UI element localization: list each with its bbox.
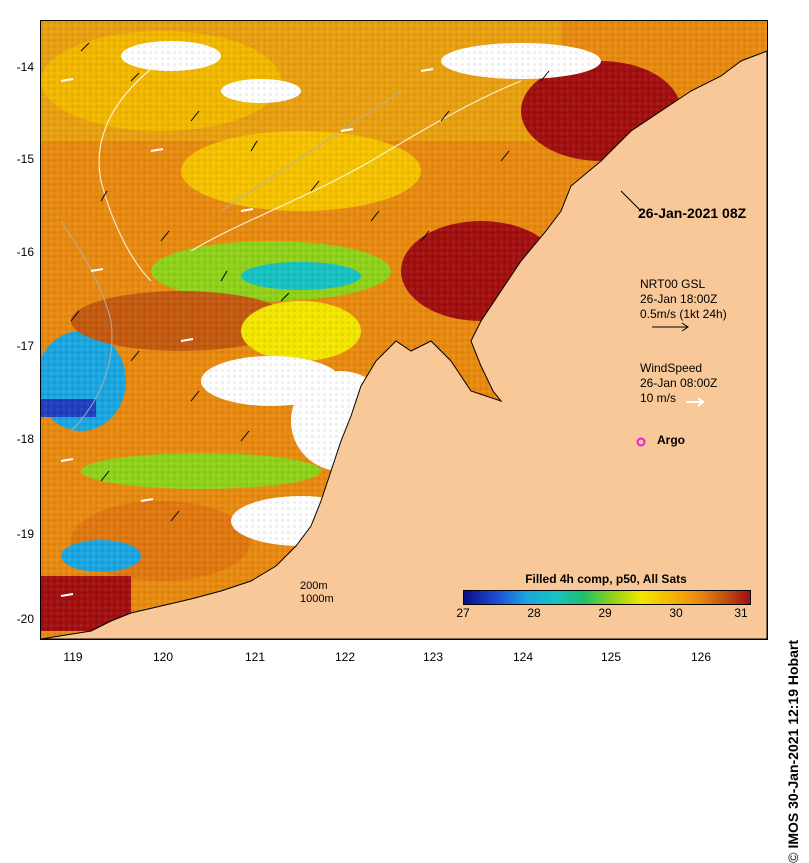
timestamp-pointer: [620, 190, 642, 212]
lon-tick: 121: [244, 650, 266, 664]
sst-map: [41, 21, 767, 639]
lon-tick: 123: [422, 650, 444, 664]
credit-text: © IMOS 30-Jan-2021 12:19 Hobart: [785, 640, 801, 863]
lon-tick: 124: [512, 650, 534, 664]
wind-legend-line2: 26-Jan 08:00Z: [640, 376, 718, 390]
wind-legend: WindSpeed 26-Jan 08:00Z 10 m/s: [640, 361, 717, 406]
lon-tick: 126: [690, 650, 712, 664]
sst-colorbar: [463, 590, 751, 605]
copyright-symbol: ©: [785, 852, 801, 863]
colorbar-tick: 30: [669, 606, 683, 620]
lat-tick: -17: [16, 339, 34, 353]
lon-tick: 120: [152, 650, 174, 664]
current-vectors: [70, 42, 550, 522]
wind-scale-arrow: [686, 397, 705, 407]
isobath-1000m: [60, 90, 402, 432]
colorbar-tick: 27: [456, 606, 470, 620]
lat-tick: -18: [16, 432, 34, 446]
argo-label: Argo: [657, 433, 685, 447]
current-legend-line1: NRT00 GSL: [640, 277, 706, 291]
depth-200m-label: 200m: [300, 580, 328, 592]
current-legend-line3: 0.5m/s (1kt 24h): [640, 307, 727, 321]
timestamp-label: 26-Jan-2021 08Z: [638, 205, 747, 221]
colorbar-tick: 28: [527, 606, 541, 620]
lon-tick: 125: [600, 650, 622, 664]
isobath-200m: [98, 60, 522, 282]
lat-tick: -14: [16, 60, 34, 74]
colorbar-tick: 29: [598, 606, 612, 620]
lon-tick: 122: [334, 650, 356, 664]
depth-legend: 200m 1000m: [300, 580, 334, 606]
lat-tick: -19: [16, 527, 34, 541]
depth-1000m-label: 1000m: [300, 593, 334, 605]
argo-marker[interactable]: [636, 437, 646, 447]
credit-label: IMOS 30-Jan-2021 12:19 Hobart: [785, 640, 801, 849]
wind-legend-line3: 10 m/s: [640, 391, 677, 405]
current-legend-line2: 26-Jan 18:00Z: [640, 292, 718, 306]
current-legend: NRT00 GSL 26-Jan 18:00Z 0.5m/s (1kt 24h): [640, 277, 727, 322]
colorbar-title: Filled 4h comp, p50, All Sats: [525, 572, 687, 586]
colorbar-tick: 31: [734, 606, 748, 620]
lat-tick: -16: [16, 245, 34, 259]
current-scale-arrow: [652, 322, 689, 332]
map-panel[interactable]: [40, 20, 768, 640]
land-mass: [41, 50, 767, 639]
wind-legend-line1: WindSpeed: [640, 361, 703, 375]
lon-tick: 119: [63, 650, 83, 664]
lat-tick: -20: [16, 612, 34, 626]
wind-vectors: [60, 68, 434, 597]
lat-tick: -15: [16, 152, 34, 166]
